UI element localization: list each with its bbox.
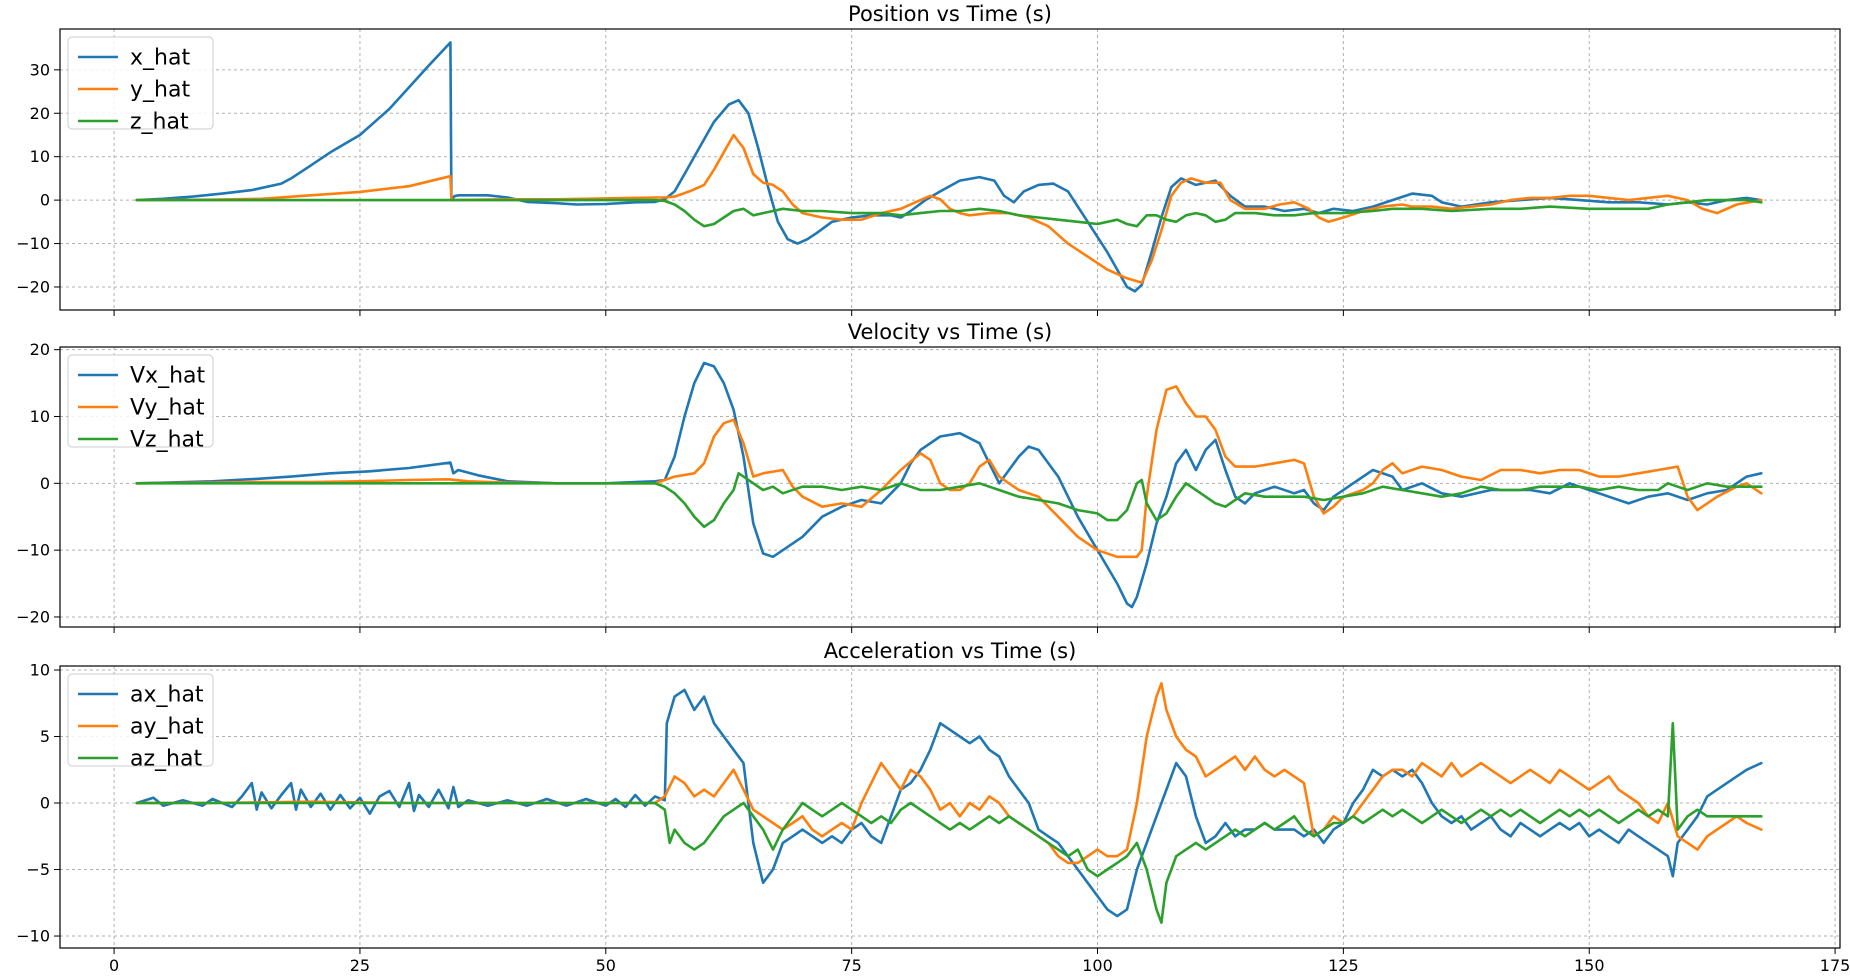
velocity-plot-frame <box>59 346 1841 628</box>
series-line-vx-hat <box>135 361 1763 609</box>
position-y-tick-label: −20 <box>16 277 50 296</box>
acceleration-chart-title: Acceleration vs Time (s) <box>824 639 1077 663</box>
acceleration-y-tick-label: 5 <box>40 727 50 746</box>
position-y-tick-label: −10 <box>16 234 50 253</box>
series-line-az-hat <box>135 721 1763 924</box>
velocity-y-tick-label: 10 <box>30 407 50 426</box>
velocity-panel: 20 10 0 −10 −20 Velocity vs Time (s) Vx_hat Vy_… <box>16 320 1841 633</box>
position-legend: x_hat y_hat z_hat <box>67 36 214 135</box>
acceleration-y-tick-label: 0 <box>40 794 50 813</box>
acceleration-x-tick-label: 75 <box>841 956 861 975</box>
velocity-y-tick-label: 20 <box>30 340 50 359</box>
position-y-tick-label: 10 <box>30 147 50 166</box>
acceleration-x-tick-label: 50 <box>596 956 616 975</box>
legend-label-vz-hat: Vz_hat <box>130 428 204 453</box>
series-line-ay-hat <box>135 682 1763 865</box>
legend-label-y-hat: y_hat <box>130 78 190 103</box>
position-y-tick-label: 20 <box>30 104 50 123</box>
acceleration-y-tick-label: −10 <box>16 927 50 946</box>
series-line-z-hat <box>135 198 1763 228</box>
velocity-legend: Vx_hat Vy_hat Vz_hat <box>67 354 214 453</box>
position-y-tick-label: 0 <box>40 191 50 210</box>
legend-label-ax-hat: ax_hat <box>130 683 204 708</box>
acceleration-legend-box <box>67 673 214 767</box>
acceleration-x-tick-label: 25 <box>350 956 370 975</box>
legend-label-z-hat: z_hat <box>130 110 189 135</box>
acceleration-x-tick-label: 150 <box>1574 956 1605 975</box>
velocity-y-tick-label: 0 <box>40 474 50 493</box>
acceleration-legend: ax_hat ay_hat az_hat <box>67 673 214 772</box>
acceleration-x-tick-label: 175 <box>1820 956 1850 975</box>
position-y-tick-label: 30 <box>30 60 50 79</box>
legend-label-vx-hat: Vx_hat <box>130 364 205 389</box>
series-line-vz-hat <box>135 472 1763 529</box>
legend-label-vy-hat: Vy_hat <box>130 396 205 421</box>
series-line-x-hat <box>135 41 1763 293</box>
acceleration-plot-frame <box>59 665 1841 949</box>
acceleration-y-tick-label: −5 <box>26 860 50 879</box>
acceleration-x-tick-label: 100 <box>1082 956 1113 975</box>
series-line-y-hat <box>135 133 1763 284</box>
position-chart-title: Position vs Time (s) <box>848 2 1052 26</box>
position-panel: 30 20 10 0 −10 −20 Position vs Time (s) x_hat y_… <box>16 2 1841 316</box>
position-legend-box <box>67 36 214 130</box>
series-line-vy-hat <box>135 385 1763 559</box>
legend-label-az-hat: az_hat <box>130 747 202 772</box>
velocity-y-tick-label: −20 <box>16 607 50 626</box>
position-plot-frame <box>59 28 1841 311</box>
legend-label-ay-hat: ay_hat <box>130 715 204 740</box>
acceleration-x-tick-label: 125 <box>1328 956 1359 975</box>
series-line-ax-hat <box>135 688 1763 918</box>
acceleration-y-tick-label: 10 <box>30 660 50 679</box>
legend-label-x-hat: x_hat <box>130 46 190 71</box>
velocity-y-tick-label: −10 <box>16 541 50 560</box>
velocity-legend-box <box>67 354 214 448</box>
velocity-chart-title: Velocity vs Time (s) <box>848 320 1053 344</box>
acceleration-x-tick-label: 0 <box>109 956 119 975</box>
